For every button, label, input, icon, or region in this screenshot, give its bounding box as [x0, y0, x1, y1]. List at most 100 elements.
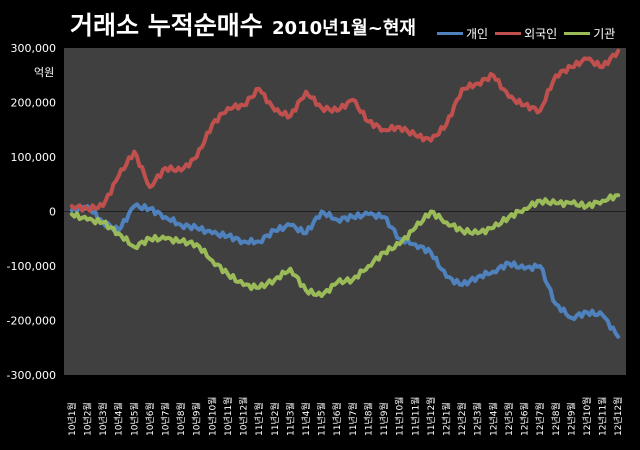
data-point [196, 243, 198, 245]
x-tick-label: 10년7월 [159, 402, 171, 436]
legend-item-individual: 개인 [437, 25, 488, 42]
data-point [133, 246, 135, 248]
x-tick-label: 11년12월 [425, 397, 437, 436]
data-point [71, 213, 73, 215]
data-point [118, 175, 120, 177]
data-point [492, 270, 494, 273]
data-point [367, 213, 370, 215]
y-tick-label: -200,000 [7, 315, 56, 328]
data-point [601, 200, 604, 202]
x-tick-label: 11년5월 [316, 402, 328, 436]
data-point [383, 216, 385, 218]
x-tick-label: 12년9월 [565, 402, 577, 436]
data-point [71, 205, 73, 207]
data-point [617, 194, 619, 196]
data-point [383, 129, 385, 131]
x-tick-label: 10년12월 [238, 397, 250, 436]
data-point [211, 259, 213, 262]
data-point [274, 110, 276, 112]
x-tick-label: 10년9월 [191, 402, 203, 436]
data-point [133, 205, 135, 207]
data-point [289, 268, 291, 270]
data-point [414, 243, 416, 245]
data-point [586, 311, 588, 313]
data-point [164, 167, 167, 169]
legend: 개인 외국인 기관 [437, 25, 615, 42]
data-point [242, 240, 245, 243]
data-point [320, 107, 323, 109]
x-tick-label: 12년3월 [472, 402, 484, 436]
data-point [617, 50, 619, 52]
x-tick-label: 12년10월 [581, 397, 593, 436]
x-tick-label: 12년12월 [612, 397, 624, 436]
legend-item-foreign: 외국인 [495, 25, 557, 42]
y-tick-label: 200,000 [11, 97, 57, 110]
data-point [305, 289, 307, 292]
data-point [180, 170, 182, 172]
x-tick-label: 12년4월 [487, 402, 499, 436]
x-tick-label: 12년1월 [440, 402, 452, 436]
x-tick-label: 11년2월 [269, 402, 281, 436]
data-point [508, 96, 510, 98]
data-point [149, 208, 151, 210]
data-point [539, 200, 541, 202]
x-tick-label: 12년5월 [503, 402, 515, 436]
series-institution-line [69, 193, 621, 298]
data-point [274, 279, 276, 281]
data-point [86, 219, 89, 221]
data-point [258, 240, 260, 243]
x-tick-label: 10년2월 [81, 402, 93, 436]
data-point [352, 99, 354, 101]
legend-item-institution: 기관 [564, 25, 615, 42]
data-point [102, 205, 104, 207]
data-point [430, 251, 432, 253]
data-point [539, 110, 541, 112]
y-tick-label: -300,000 [7, 369, 56, 382]
x-tick-label: 12년2월 [456, 402, 468, 436]
data-point [399, 243, 401, 245]
data-point [523, 208, 526, 210]
x-tick-label: 10년11월 [222, 397, 234, 436]
data-point [492, 227, 494, 229]
data-point [211, 232, 213, 234]
data-point [164, 238, 167, 240]
data-point [399, 238, 401, 240]
legend-swatch-institution [564, 32, 591, 35]
y-tick-label: 100,000 [11, 151, 57, 164]
data-point [336, 110, 338, 112]
x-tick-label: 10년1월 [66, 402, 78, 436]
data-point [477, 276, 479, 278]
chart-subtitle: 2010년1월~현재 [272, 18, 416, 39]
data-point [477, 82, 479, 85]
data-point [258, 88, 260, 90]
data-point [211, 123, 213, 125]
x-tick-label: 10년6월 [144, 402, 156, 436]
x-tick-label: 11년4월 [300, 402, 312, 436]
x-tick-label: 11년11월 [409, 397, 421, 436]
data-point [320, 295, 323, 297]
data-point [461, 284, 463, 286]
data-point [586, 58, 588, 60]
data-point [570, 317, 572, 319]
legend-label-institution: 기관 [593, 27, 616, 41]
data-point [586, 205, 588, 207]
data-point [352, 279, 354, 281]
data-point [399, 126, 401, 128]
x-tick-label: 11년9월 [378, 402, 390, 436]
data-point [570, 202, 572, 204]
data-point [555, 303, 557, 305]
data-point [601, 314, 604, 316]
data-point [274, 229, 276, 232]
data-point [601, 66, 604, 68]
data-point [196, 156, 198, 158]
data-point [383, 251, 385, 253]
x-tick-label: 11년1월 [253, 402, 265, 436]
x-tick-label: 12년7월 [534, 402, 546, 436]
data-point [320, 210, 323, 213]
y-tick-label: -100,000 [7, 260, 56, 273]
data-point [336, 281, 338, 283]
x-tick-label: 12년11월 [597, 397, 609, 436]
y-tick-label: 300,000 [11, 42, 57, 55]
data-point [367, 120, 370, 123]
